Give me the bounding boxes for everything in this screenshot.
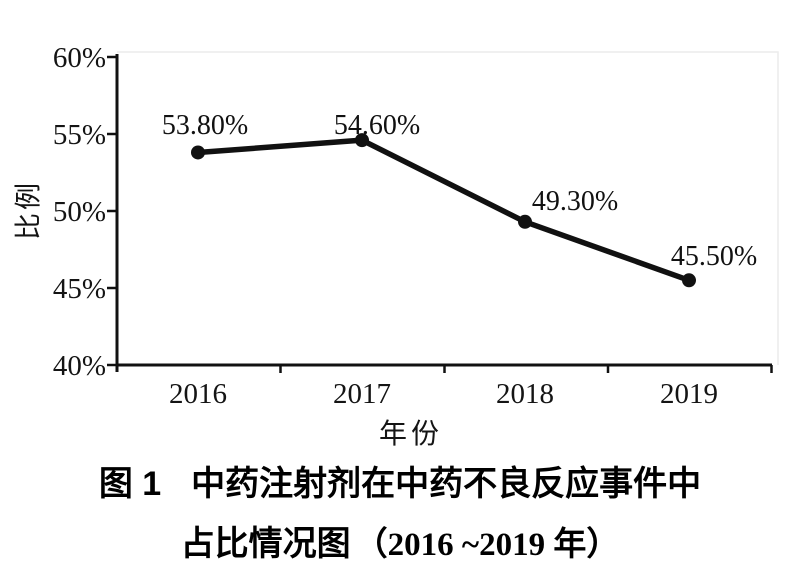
figure-title-line1: 中药注射剂在中药不良反应事件中	[191, 465, 702, 503]
figure-caption-line2: 占比情况图 （2016 ~2019 年）	[0, 522, 800, 567]
y-tick-label: 50%	[52, 196, 106, 228]
figure-title-range: （2016 ~2019 年）	[354, 527, 620, 563]
y-tick-label: 45%	[52, 273, 106, 305]
x-category-label: 2019	[660, 378, 718, 410]
figure-title-line2: 占比情况图	[180, 525, 351, 563]
plot-border	[117, 51, 779, 365]
x-category-label: 2016	[169, 378, 227, 410]
data-point-2019	[682, 273, 696, 288]
data-point-2017	[355, 133, 369, 148]
chart-labels-layer: 60% 55% 50% 45% 40% 53.80% 54.60% 49.30% 45.50% 2…	[52, 42, 758, 410]
data-point-2018	[518, 214, 532, 229]
data-point-2016	[191, 145, 205, 160]
chart-canvas	[107, 51, 779, 373]
data-line	[195, 137, 692, 284]
data-label: 53.80%	[161, 110, 249, 142]
y-tick-label: 60%	[52, 42, 106, 74]
x-axis-title: 年份	[378, 419, 443, 450]
figure-caption-line1: 图 1 中药注射剂在中药不良反应事件中	[0, 462, 800, 506]
figure-caption: 图 1 中药注射剂在中药不良反应事件中 占比情况图 （2016 ~2019 年）	[0, 462, 800, 567]
y-tick-label: 55%	[52, 119, 106, 151]
data-label: 54.60%	[333, 110, 421, 142]
data-label: 45.50%	[670, 241, 758, 273]
x-category-label: 2017	[333, 378, 391, 410]
line-chart: 60% 55% 50% 45% 40% 53.80% 54.60% 49.30% 45.50% 2…	[13, 42, 779, 450]
data-label: 49.30%	[531, 185, 619, 217]
y-axis-title: 比例	[13, 180, 44, 240]
y-tick-label: 40%	[52, 350, 106, 382]
x-category-label: 2018	[496, 378, 554, 410]
figure-number: 图 1	[98, 465, 162, 503]
